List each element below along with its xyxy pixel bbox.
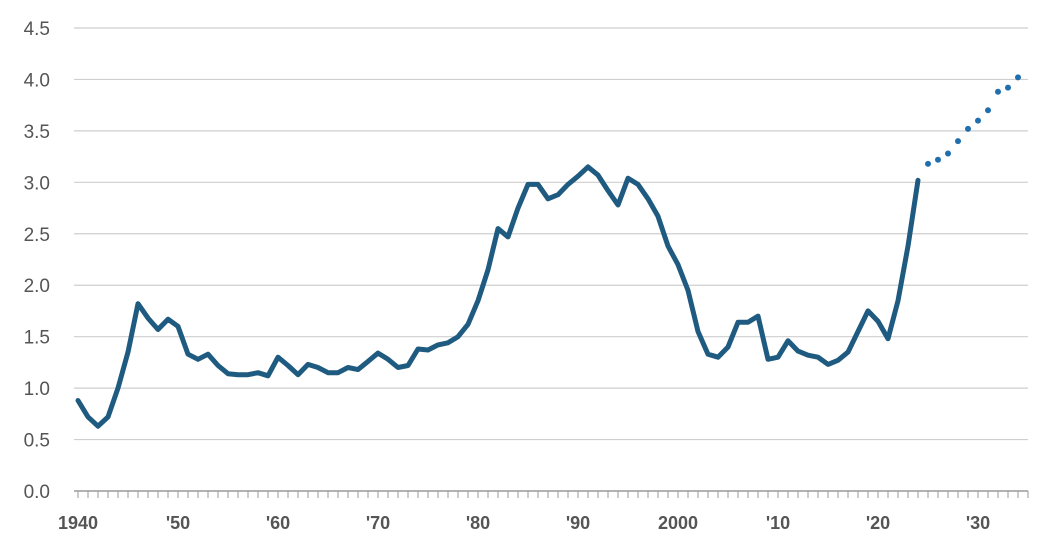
y-tick-label: 2.0: [24, 276, 50, 297]
projection-point: [1005, 84, 1011, 91]
series-lines: [75, 74, 1021, 429]
y-tick-label: 1.5: [24, 328, 50, 349]
x-axis-ticks: 1940 '50 '60 '70 '80 '90 2000 '10 '20 '30: [58, 513, 990, 533]
projection-point: [945, 150, 951, 157]
y-tick-label: 2.5: [24, 225, 50, 246]
x-axis: [74, 490, 1029, 498]
projection-point: [965, 125, 971, 132]
x-tick-label: '70: [366, 513, 390, 533]
historical-series-line: [75, 164, 921, 429]
gridlines: [74, 27, 1028, 441]
y-tick-label: 3.5: [24, 122, 50, 143]
x-tick-label: 2000: [658, 513, 698, 533]
x-tick-label: '80: [466, 513, 490, 533]
y-tick-label: 0.0: [24, 482, 50, 503]
y-tick-label: 1.0: [24, 379, 50, 400]
projection-series: [925, 74, 1021, 167]
projection-point: [955, 138, 961, 145]
y-tick-label: 4.5: [24, 19, 50, 40]
x-tick-label: '30: [966, 513, 990, 533]
x-tick-label: '20: [866, 513, 890, 533]
projection-point: [995, 88, 1001, 95]
x-tick-label: '90: [566, 513, 590, 533]
y-axis-ticks: 0.0 0.5 1.0 1.5 2.0 2.5 3.0 3.5 4.0 4.5: [24, 19, 50, 503]
x-tick-label: 1940: [58, 513, 98, 533]
projection-point: [925, 160, 931, 167]
projection-point: [975, 117, 981, 124]
x-tick-label: '10: [766, 513, 790, 533]
projection-point: [1015, 74, 1021, 81]
projection-point: [985, 107, 991, 114]
y-tick-label: 3.0: [24, 173, 50, 194]
y-tick-label: 4.0: [24, 70, 50, 91]
y-tick-label: 0.5: [24, 431, 50, 452]
projection-point: [935, 156, 941, 163]
x-tick-label: '60: [266, 513, 290, 533]
x-tick-label: '50: [166, 513, 190, 533]
